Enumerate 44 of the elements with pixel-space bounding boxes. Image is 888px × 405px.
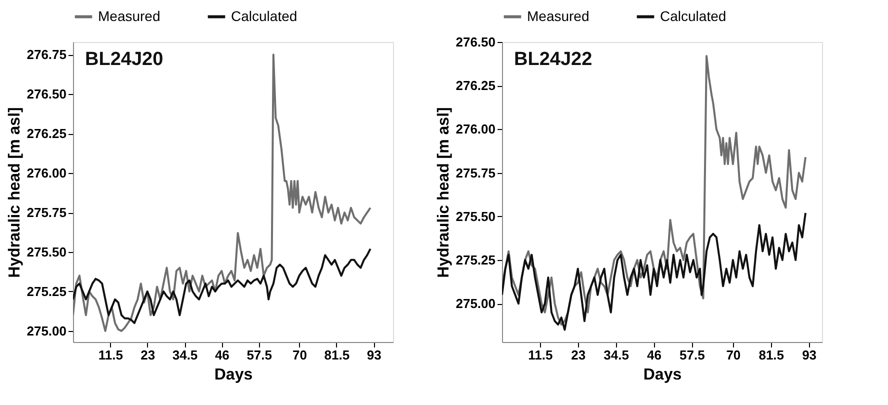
line-series	[73, 248, 372, 324]
legend-label: Calculated	[660, 8, 726, 24]
x-tick-label: 34.5	[172, 348, 198, 362]
chart-title: BL24J20	[85, 49, 164, 70]
x-tick-label: 93	[366, 348, 382, 362]
y-tick-label: 275.75	[26, 205, 66, 220]
y-tick-label: 276.25	[26, 126, 66, 142]
y-axis-title: Hydraulic head [m asl]	[6, 107, 24, 278]
y-tick-label: 275.50	[456, 208, 496, 224]
line-series	[73, 54, 372, 332]
x-tick-label: 46	[647, 348, 662, 362]
x-tick-label: 23	[571, 348, 586, 362]
y-tick-label: 276.75	[26, 47, 66, 62]
chart-title: BL24J22	[514, 49, 592, 70]
line-series	[502, 212, 807, 331]
y-tick-label: 275.00	[26, 323, 66, 338]
y-tick-label: 275.50	[26, 244, 66, 260]
x-tick-label: 57.5	[680, 348, 705, 362]
y-tick-label: 276.25	[456, 78, 496, 94]
y-tick-label: 275.25	[456, 252, 496, 268]
x-tick-label: 57.5	[246, 348, 272, 362]
x-tick-label: 70	[292, 348, 307, 362]
x-tick-label: 70	[726, 348, 741, 362]
x-tick-label: 93	[802, 348, 817, 362]
x-axis-title: Days	[643, 366, 682, 384]
x-tick-label: 81.5	[758, 348, 784, 362]
x-tick-label: 81.5	[324, 348, 350, 362]
x-tick-label: 34.5	[604, 348, 629, 362]
legend-label: Calculated	[231, 8, 298, 24]
legend-label: Measured	[98, 8, 160, 24]
y-axis-title: Hydraulic head [m asl]	[436, 107, 453, 278]
y-tick-label: 275.00	[456, 296, 496, 312]
y-tick-label: 276.50	[456, 34, 496, 50]
y-tick-label: 275.25	[26, 284, 66, 299]
y-tick-label: 276.50	[26, 86, 66, 102]
y-tick-label: 276.00	[456, 122, 496, 137]
x-axis-title: Days	[214, 366, 253, 384]
legend-label: Measured	[527, 8, 590, 24]
x-tick-label: 11.5	[528, 348, 553, 362]
y-tick-label: 275.75	[456, 165, 496, 180]
x-tick-label: 23	[140, 348, 156, 362]
y-tick-label: 276.00	[26, 166, 66, 181]
x-tick-label: 46	[214, 348, 230, 362]
x-tick-label: 11.5	[98, 348, 123, 362]
